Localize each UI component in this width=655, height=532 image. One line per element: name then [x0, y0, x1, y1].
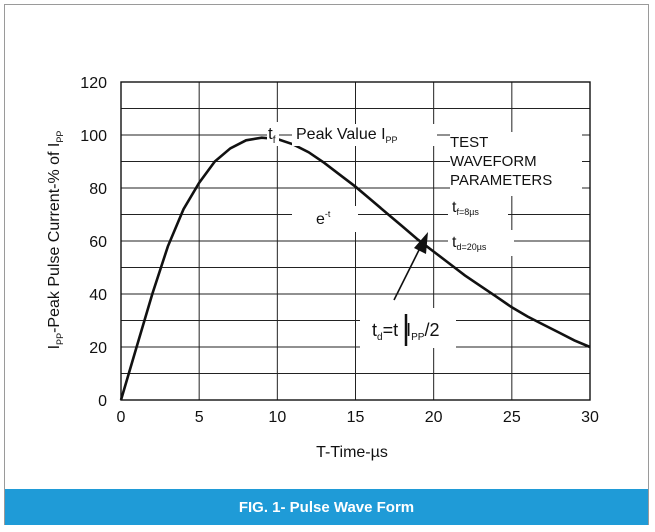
annotation-td-param: td=20µs [452, 234, 487, 252]
figure-caption: FIG. 1- Pulse Wave Form [238, 498, 415, 516]
annotation-td-formula: td=t IPP/2 [372, 320, 439, 343]
annotation-test-line-2: WAVEFORM [450, 153, 537, 170]
y-tick-label: 100 [80, 128, 107, 145]
annotation-tf: tf [268, 124, 276, 146]
y-tick-label: 120 [80, 75, 107, 92]
series-line-pulse-current [119, 136, 591, 401]
y-axis-label: IPP-Peak Pulse Current-% of IPP [46, 131, 65, 350]
x-tick-label: 10 [268, 409, 286, 426]
x-axis-label: T-Time-µs [316, 444, 388, 461]
arrow-shaft [393, 243, 423, 301]
arrow-head [414, 232, 428, 254]
axes [120, 81, 591, 401]
y-tick-label: 0 [98, 393, 107, 410]
annotation-test-line-1: TEST [450, 134, 488, 151]
annotation-exponential: e-t [316, 209, 331, 228]
y-tick-label: 80 [89, 181, 107, 198]
y-tick-label: 40 [89, 287, 107, 304]
annotation-peak-value: Peak Value IPP [296, 126, 398, 145]
x-tick-label: 25 [503, 409, 521, 426]
plot-border [120, 81, 591, 401]
x-tick-label: 15 [347, 409, 365, 426]
annotation-tf-param: tf=8µs [452, 199, 479, 217]
figure-frame [4, 4, 649, 525]
y-tick-label: 60 [89, 234, 107, 251]
x-tick-label: 0 [117, 409, 126, 426]
tick-labels: 0 5 10 15 20 25 30 0 20 40 60 80 100 120 [80, 75, 599, 426]
figure-caption-bar: FIG. 1- Pulse Wave Form [5, 489, 648, 525]
x-tick-label: 5 [195, 409, 204, 426]
annotation-test-line-3: PARAMETERS [450, 172, 552, 189]
x-tick-label: 20 [425, 409, 443, 426]
y-tick-label: 20 [89, 340, 107, 357]
x-tick-label: 30 [581, 409, 599, 426]
